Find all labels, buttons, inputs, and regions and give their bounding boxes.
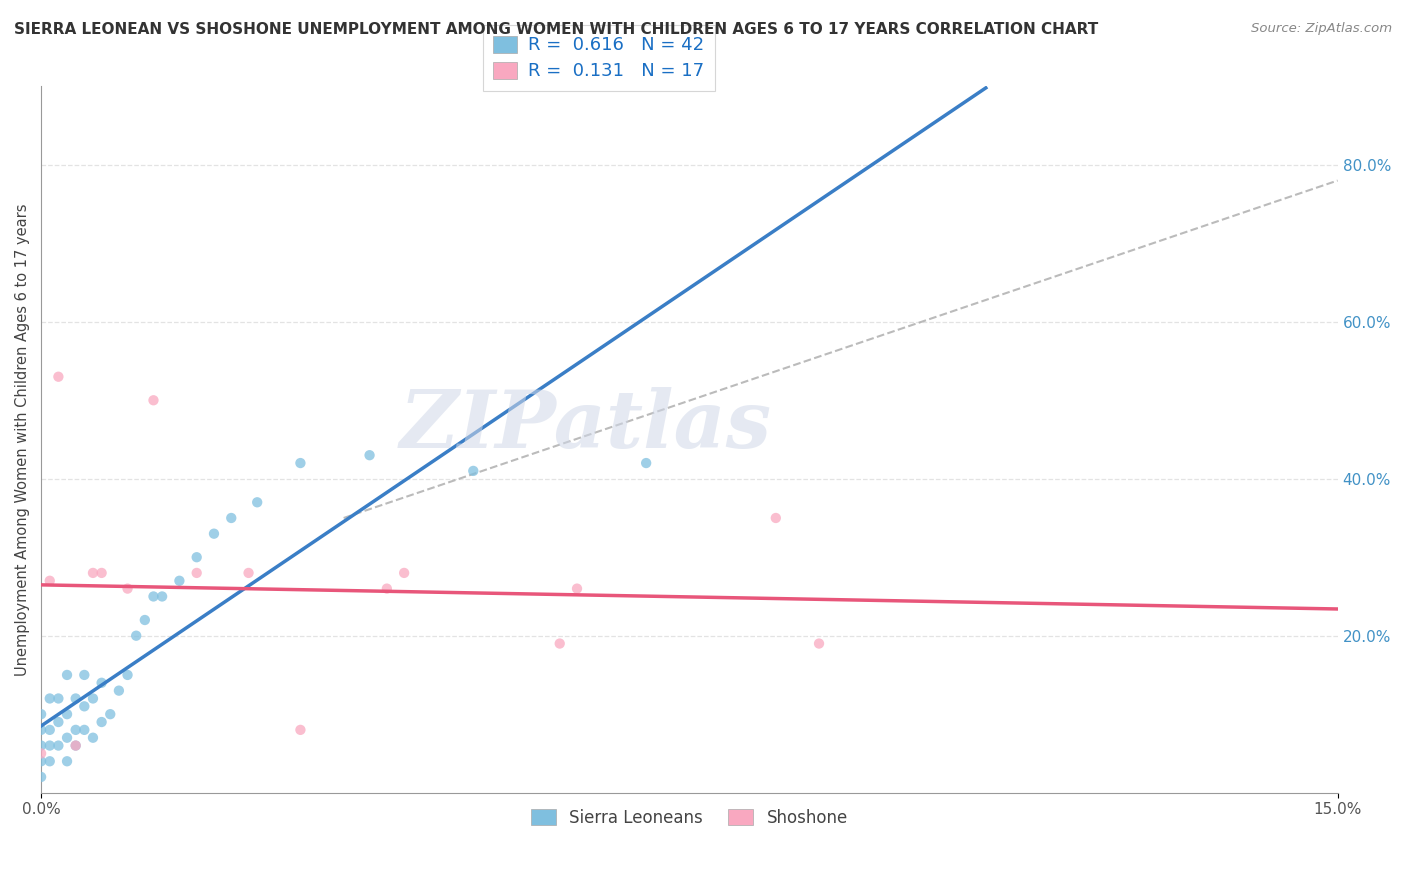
Point (73, 723, 96, 737)
Point (142, 590, 165, 604)
Point (73, 668, 96, 682)
Text: SIERRA LEONEAN VS SHOSHONE UNEMPLOYMENT AMONG WOMEN WITH CHILDREN AGES 6 TO 17 Y: SIERRA LEONEAN VS SHOSHONE UNEMPLOYMENT … (14, 22, 1098, 37)
Point (48, 369, 70, 384)
Point (38, 574, 60, 588)
Point (392, 566, 415, 580)
Point (290, 456, 312, 470)
Point (56, 707, 79, 722)
Point (30, 770, 52, 784)
Point (108, 683, 131, 698)
Point (65, 723, 87, 737)
Point (56, 754, 79, 768)
Y-axis label: Unemployment Among Women with Children Ages 6 to 17 years: Unemployment Among Women with Children A… (15, 203, 30, 676)
Point (56, 731, 79, 745)
Point (134, 613, 156, 627)
Point (82, 566, 104, 580)
Point (186, 566, 208, 580)
Point (65, 739, 87, 753)
Point (82, 731, 104, 745)
Text: Source: ZipAtlas.com: Source: ZipAtlas.com (1251, 22, 1392, 36)
Point (30, 739, 52, 753)
Point (463, 464, 485, 478)
Point (65, 691, 87, 706)
Point (125, 629, 148, 643)
Point (765, 511, 787, 525)
Point (238, 566, 260, 580)
Point (90, 566, 112, 580)
Point (48, 739, 70, 753)
Point (202, 526, 225, 541)
Point (30, 754, 52, 768)
Point (186, 550, 208, 565)
Point (375, 582, 398, 596)
Point (30, 723, 52, 737)
Point (38, 723, 60, 737)
Text: ZIPatlas: ZIPatlas (399, 386, 772, 464)
Point (65, 739, 87, 753)
Point (359, 448, 381, 462)
Point (636, 456, 658, 470)
Point (246, 495, 269, 509)
Point (56, 668, 79, 682)
Point (548, 636, 571, 650)
Point (219, 511, 242, 525)
Point (48, 714, 70, 729)
Point (169, 574, 191, 588)
Point (30, 707, 52, 722)
Point (48, 691, 70, 706)
Point (73, 699, 96, 714)
Point (38, 691, 60, 706)
Point (82, 691, 104, 706)
Point (290, 723, 312, 737)
Point (150, 590, 173, 604)
Point (98, 707, 121, 722)
Point (808, 636, 831, 650)
Point (38, 754, 60, 768)
Point (30, 747, 52, 761)
Point (90, 675, 112, 690)
Point (565, 582, 588, 596)
Point (90, 714, 112, 729)
Point (142, 393, 165, 408)
Point (117, 668, 139, 682)
Point (38, 739, 60, 753)
Legend: Sierra Leoneans, Shoshone: Sierra Leoneans, Shoshone (524, 803, 855, 834)
Point (117, 582, 139, 596)
